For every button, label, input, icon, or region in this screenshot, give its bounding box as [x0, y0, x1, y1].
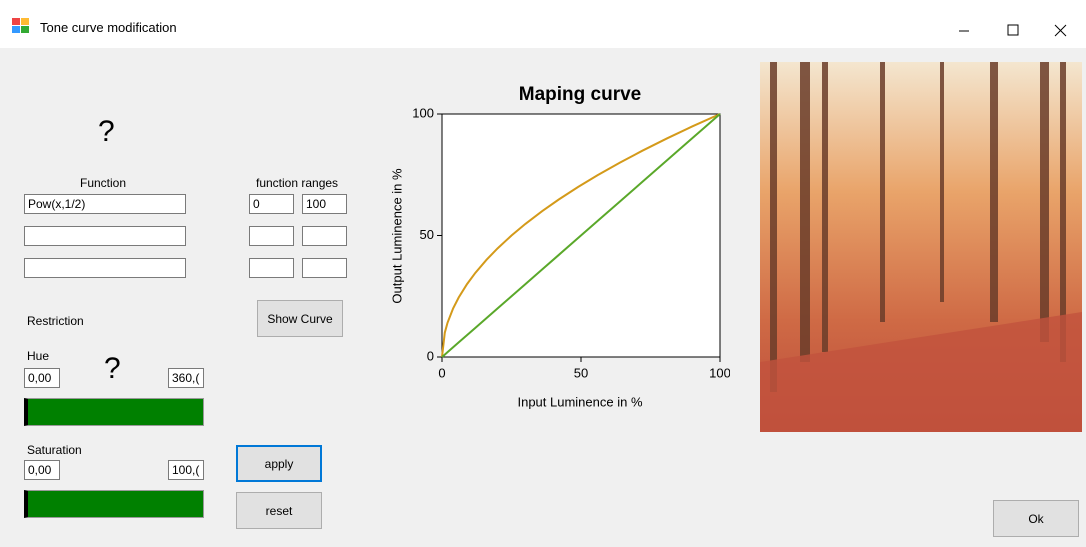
ok-button[interactable]: Ok [993, 500, 1079, 537]
show-curve-button[interactable]: Show Curve [257, 300, 343, 337]
text-box[interactable]: 0,00 [24, 368, 60, 388]
text-box[interactable] [24, 258, 186, 278]
y-tick-label: 50 [420, 227, 434, 242]
label: function ranges [256, 176, 338, 190]
title-bar: Tone curve modification [0, 0, 1086, 48]
y-axis-label: Output Luminence in % [389, 168, 404, 304]
saturation-range-bar[interactable] [24, 490, 204, 518]
text-box[interactable]: 360,( [168, 368, 204, 388]
x-axis-label: Input Luminence in % [517, 394, 642, 409]
preview-image [760, 62, 1082, 432]
window-title: Tone curve modification [40, 20, 177, 35]
chart: Maping curve Input Luminence in % Output… [380, 70, 730, 420]
text-box[interactable] [302, 226, 347, 246]
text-box[interactable] [302, 258, 347, 278]
text-box[interactable] [24, 226, 186, 246]
x-tick-label: 50 [574, 365, 588, 380]
app-icon [12, 18, 30, 34]
label: Saturation [27, 443, 82, 457]
text-box[interactable]: 100 [302, 194, 347, 214]
y-tick-label: 100 [412, 105, 434, 120]
text-box[interactable]: 100,( [168, 460, 204, 480]
y-tick-label: 0 [427, 348, 434, 363]
hue-range-bar[interactable] [24, 398, 204, 426]
x-tick-label: 100 [709, 365, 730, 380]
question-mark: ? [104, 352, 121, 386]
text-box[interactable] [249, 258, 294, 278]
x-tick-label: 0 [438, 365, 445, 380]
apply-button[interactable]: apply [236, 445, 322, 482]
label: Hue [27, 349, 49, 363]
label: Function [80, 176, 126, 190]
text-box[interactable]: Pow(x,1/2) [24, 194, 186, 214]
window: Tone curve modification ? Function Pow(x… [0, 0, 1086, 547]
window-controls[interactable] [940, 20, 1080, 40]
question-mark: ? [98, 115, 115, 149]
reset-button[interactable]: reset [236, 492, 322, 529]
label: Restriction [27, 314, 84, 328]
text-box[interactable] [249, 226, 294, 246]
text-box[interactable]: 0 [249, 194, 294, 214]
text-box[interactable]: 0,00 [24, 460, 60, 480]
chart-title: Maping curve [519, 84, 641, 105]
